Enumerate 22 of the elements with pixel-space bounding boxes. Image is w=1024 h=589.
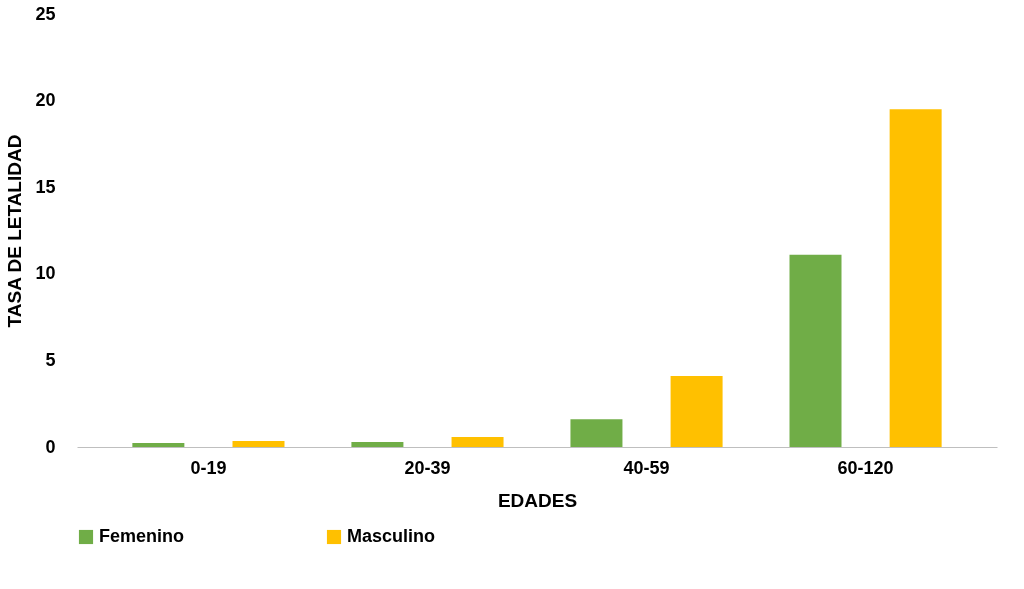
bar bbox=[351, 441, 404, 447]
y-tick-label: 10 bbox=[35, 263, 56, 284]
bar bbox=[232, 440, 285, 447]
y-tick-label: 25 bbox=[35, 3, 56, 24]
x-tick-label: 0-19 bbox=[190, 457, 227, 478]
bar bbox=[451, 436, 504, 447]
y-tick-label: 20 bbox=[35, 90, 56, 111]
x-tick-label: 60-120 bbox=[837, 457, 894, 478]
bar bbox=[789, 254, 842, 447]
y-tick-label: 15 bbox=[35, 176, 56, 197]
legend-label: Femenino bbox=[99, 526, 185, 546]
x-tick-label: 40-59 bbox=[623, 457, 670, 478]
bar bbox=[132, 443, 185, 447]
x-tick-label: 20-39 bbox=[404, 457, 451, 478]
x-axis-title: EDADES bbox=[497, 489, 578, 511]
y-tick-label: 0 bbox=[45, 436, 56, 457]
bar bbox=[889, 109, 942, 447]
bar bbox=[570, 419, 623, 447]
legend-label: Masculino bbox=[347, 526, 436, 546]
bar bbox=[670, 375, 723, 447]
y-axis-title: TASA DE LETALIDAD bbox=[4, 134, 26, 328]
y-tick-label: 5 bbox=[45, 349, 56, 370]
